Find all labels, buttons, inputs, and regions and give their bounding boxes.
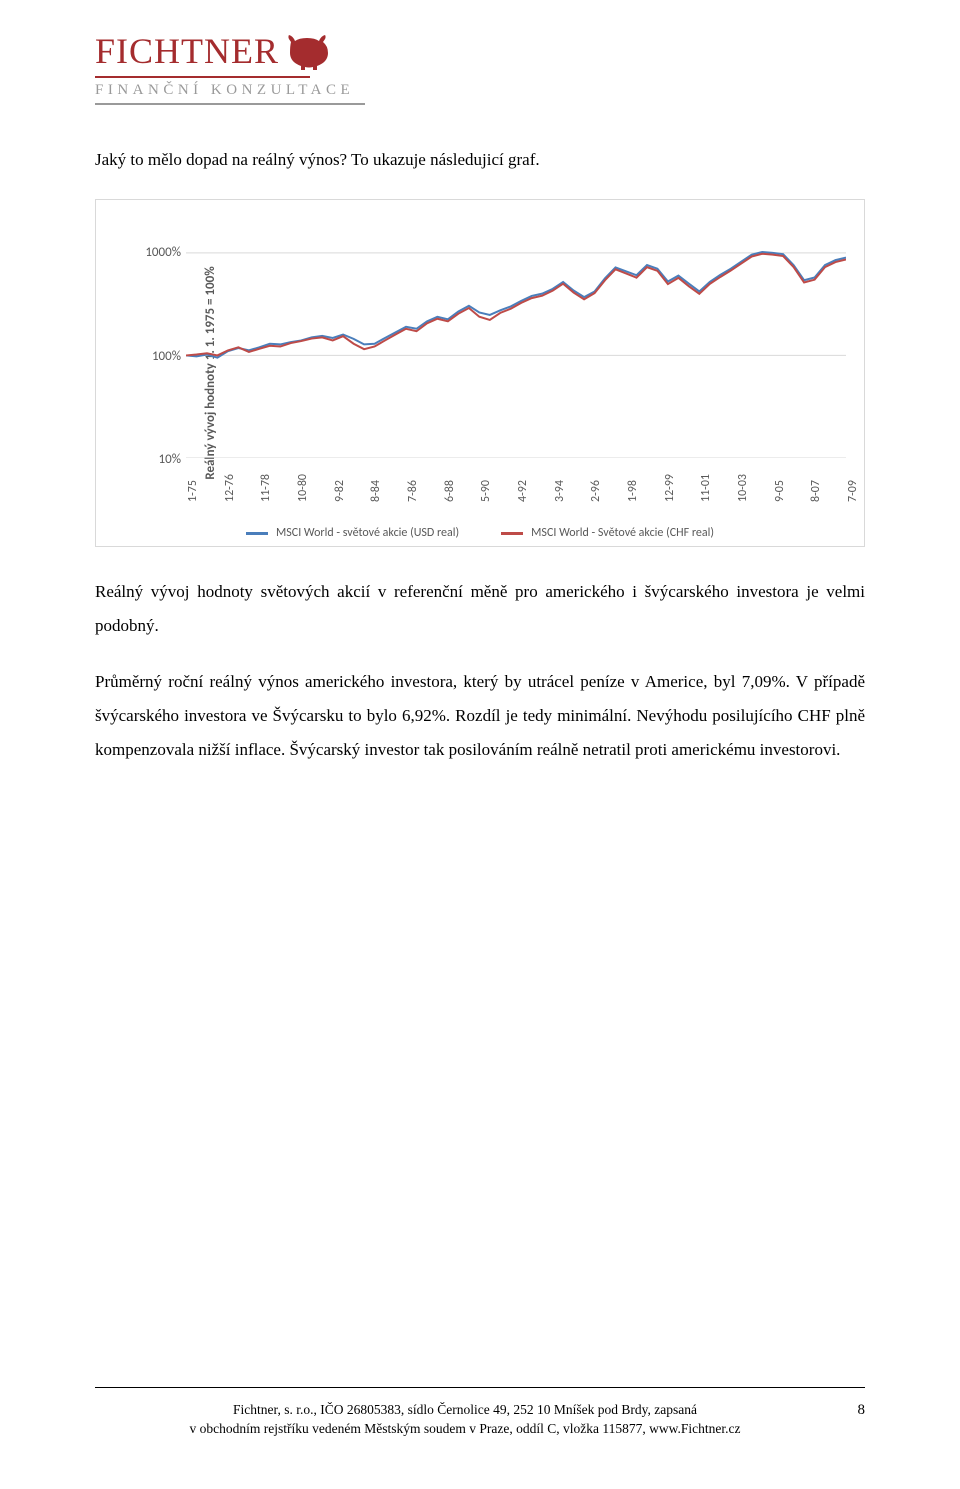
- body-paragraph-2: Průměrný roční reálný výnos amerického i…: [95, 665, 865, 767]
- legend-swatch: [501, 532, 523, 535]
- chart-legend: MSCI World - světové akcie (USD real) MSC…: [96, 526, 864, 540]
- chart-x-tick: 6-88: [443, 480, 457, 502]
- legend-item: MSCI World - Světové akcie (CHF real): [501, 526, 714, 540]
- page-number: 8: [835, 1400, 865, 1419]
- chart-y-tick: 1000%: [136, 245, 181, 260]
- footer-line-2: v obchodním rejstříku vedeném Městským s…: [190, 1421, 741, 1436]
- msci-world-chart: Reálný vývoj hodnoty 1. 1. 1975 = 100% 1…: [95, 199, 865, 547]
- bull-icon: [285, 34, 331, 72]
- logo-tagline: FINANČNÍ KONZULTACE: [95, 82, 865, 99]
- chart-x-tick: 1-75: [186, 480, 200, 502]
- chart-y-tick: 10%: [136, 452, 181, 467]
- logo-name: FICHTNER: [95, 30, 279, 72]
- chart-x-ticks: 1-75 12-76 11-78 10-80 9-82 8-84 7-86 6-88 5-90 4…: [186, 462, 846, 508]
- body-paragraph-1: Reálný vývoj hodnoty světových akcií v r…: [95, 575, 865, 643]
- footer-text: Fichtner, s. r.o., IČO 26805383, sídlo Č…: [95, 1400, 835, 1439]
- chart-x-tick: 5-90: [479, 480, 493, 502]
- chart-x-tick: 8-84: [369, 480, 383, 502]
- chart-x-tick: 11-78: [259, 474, 273, 502]
- legend-label: MSCI World - Světové akcie (CHF real): [531, 526, 714, 540]
- chart-y-tick: 100%: [136, 349, 181, 364]
- chart-x-tick: 2-96: [589, 480, 603, 502]
- chart-x-tick: 4-92: [516, 480, 530, 502]
- chart-x-tick: 9-05: [773, 480, 787, 502]
- logo-divider-top: [95, 76, 310, 78]
- chart-x-tick: 8-07: [809, 480, 823, 502]
- legend-item: MSCI World - světové akcie (USD real): [246, 526, 459, 540]
- footer-divider: [95, 1387, 865, 1388]
- logo-divider-bot: [95, 103, 365, 105]
- intro-paragraph: Jaký to mělo dopad na reálný výnos? To u…: [95, 143, 865, 177]
- legend-swatch: [246, 532, 268, 535]
- chart-plot-area: [186, 212, 846, 458]
- footer-line-1: Fichtner, s. r.o., IČO 26805383, sídlo Č…: [233, 1402, 697, 1417]
- chart-x-tick: 1-98: [626, 480, 640, 502]
- company-logo: FICHTNER FINANČNÍ KONZULTACE: [95, 30, 865, 105]
- page-footer: Fichtner, s. r.o., IČO 26805383, sídlo Č…: [95, 1387, 865, 1439]
- chart-x-tick: 7-86: [406, 480, 420, 502]
- chart-x-tick: 10-03: [736, 474, 750, 502]
- chart-x-tick: 3-94: [553, 480, 567, 502]
- legend-label: MSCI World - světové akcie (USD real): [276, 526, 459, 540]
- chart-x-tick: 12-76: [223, 474, 237, 502]
- chart-x-tick: 9-82: [333, 480, 347, 502]
- chart-x-tick: 10-80: [296, 474, 310, 502]
- chart-x-tick: 11-01: [699, 474, 713, 502]
- chart-x-tick: 12-99: [663, 474, 677, 502]
- chart-x-tick: 7-09: [846, 480, 860, 502]
